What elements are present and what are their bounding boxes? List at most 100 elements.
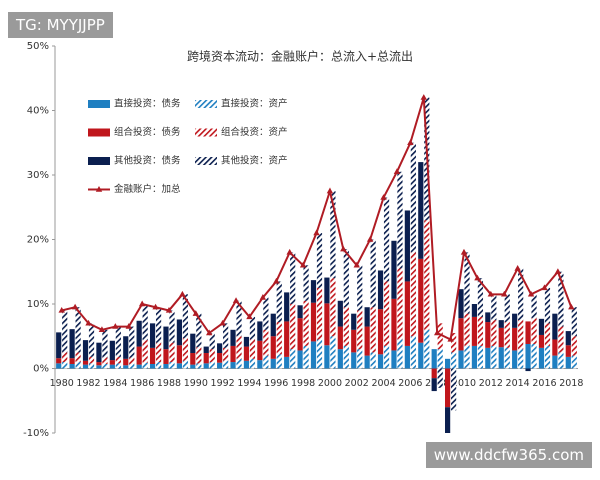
line-marker	[259, 294, 267, 300]
line-marker	[527, 290, 535, 297]
bar-segment	[464, 345, 470, 369]
bar-segment	[230, 345, 236, 363]
bar-segment	[243, 336, 250, 347]
bar-segment	[163, 363, 169, 369]
line-marker	[152, 303, 159, 310]
x-tick-label: 2018	[559, 378, 583, 389]
line-marker	[541, 284, 548, 291]
bar-segment	[249, 316, 256, 340]
bar-segment	[56, 358, 62, 364]
bar-segment	[370, 307, 376, 353]
bar-segment	[115, 363, 121, 369]
bar-segment	[377, 309, 384, 355]
bar-segment	[377, 354, 384, 369]
bar-segment	[391, 240, 397, 299]
bar-segment	[155, 362, 162, 369]
bar-segment	[558, 326, 564, 353]
bar-segment	[129, 363, 135, 369]
bar-segment	[464, 313, 470, 346]
bar-segment	[397, 268, 403, 340]
bar-segment	[404, 210, 410, 282]
x-tick-label: 1988	[157, 378, 181, 389]
bar-segment	[209, 349, 215, 363]
bar-segment	[324, 345, 330, 369]
bar-segment	[257, 321, 263, 341]
line-marker	[98, 326, 106, 332]
bar-segment	[223, 347, 229, 361]
bar-segment	[96, 365, 102, 369]
bar-segment	[217, 353, 223, 363]
legend-swatch	[195, 100, 217, 108]
bar-segment	[377, 270, 384, 310]
bar-segment	[249, 358, 256, 369]
bar-segment	[451, 368, 457, 411]
legend-swatch	[195, 157, 217, 165]
bar-segment	[88, 323, 95, 357]
bar-segment	[129, 357, 135, 364]
line-marker	[420, 94, 427, 100]
bar-segment	[203, 346, 209, 354]
bar-segment	[102, 329, 108, 358]
legend-label: 直接投资：债务	[114, 98, 181, 110]
bar-segment	[558, 352, 564, 369]
bar-segment	[491, 294, 497, 321]
bar-segment	[96, 362, 102, 366]
y-tick-label: 10%	[27, 299, 49, 310]
legend-swatch	[88, 157, 110, 165]
bar-segment	[531, 343, 537, 369]
bar-segment	[223, 323, 229, 348]
bar-segment	[445, 358, 451, 369]
bar-segment	[531, 318, 537, 344]
bar-segment	[491, 345, 497, 369]
bar-segment	[424, 329, 430, 369]
bar-segment	[343, 345, 349, 369]
bar-segment	[437, 368, 443, 388]
bar-segment	[182, 294, 188, 339]
legend-label: 直接投资：资产	[221, 98, 288, 110]
bar-segment	[525, 368, 531, 372]
bar-segment	[477, 316, 484, 346]
line-marker	[179, 290, 186, 297]
bar-segment	[485, 312, 491, 323]
bar-segment	[155, 307, 162, 343]
line-marker	[340, 245, 347, 252]
bar-segment	[351, 329, 357, 353]
bar-segment	[464, 252, 470, 314]
bar-segment	[217, 343, 223, 354]
bar-segment	[123, 358, 129, 366]
bar-segment	[263, 355, 269, 369]
bar-segment	[196, 347, 202, 364]
line-marker	[206, 329, 213, 336]
bar-segment	[364, 326, 370, 356]
bar-segment	[190, 353, 196, 365]
bar-segment	[182, 338, 188, 361]
bar-segment	[136, 364, 142, 369]
bar-segment	[142, 340, 148, 363]
legend-label: 其他投资：资产	[221, 155, 288, 167]
bar-segment	[290, 349, 296, 369]
bar-segment	[75, 307, 81, 353]
bar-segment	[538, 347, 545, 369]
bar-segment	[357, 310, 363, 350]
line-marker	[366, 236, 374, 242]
bar-segment	[337, 326, 343, 350]
bar-segment	[451, 333, 457, 353]
bar-segment	[297, 350, 303, 369]
bar-segment	[75, 352, 81, 363]
bar-segment	[263, 297, 269, 330]
legend-swatch	[88, 100, 110, 108]
bar-segment	[236, 358, 242, 369]
bar-segment	[69, 363, 75, 369]
line-marker	[138, 300, 146, 307]
bar-segment	[565, 356, 571, 369]
legend-label: 其他投资：债务	[114, 155, 181, 167]
bar-segment	[351, 313, 357, 330]
bar-segment	[445, 407, 451, 433]
bar-segment	[123, 365, 129, 369]
bar-segment	[324, 277, 330, 304]
bar-segment	[243, 346, 250, 361]
bar-segment	[176, 319, 182, 346]
bar-segment	[169, 342, 175, 363]
bar-segment	[115, 356, 121, 364]
bar-segment	[310, 302, 317, 342]
